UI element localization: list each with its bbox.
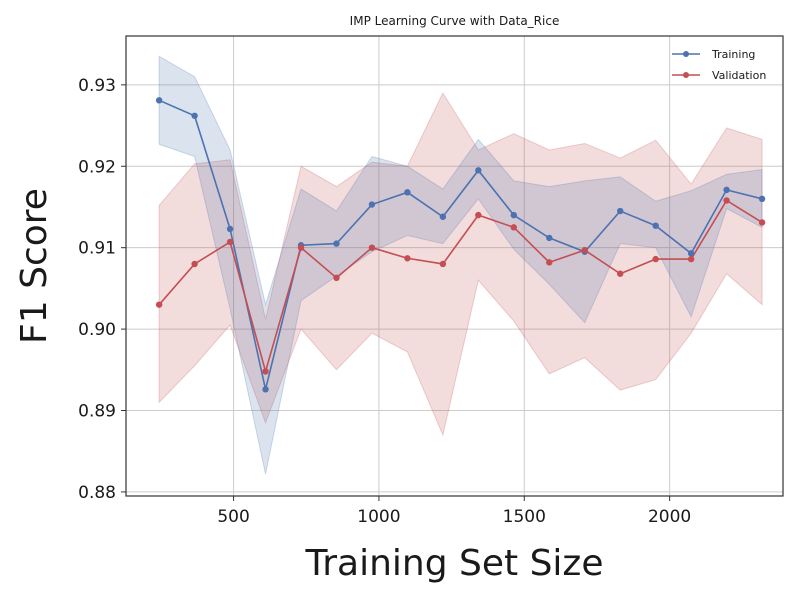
point-validation — [510, 224, 518, 231]
y-axis-label: F1 Score — [14, 188, 55, 344]
x-axis-label: Training Set Size — [305, 543, 604, 584]
point-validation — [191, 260, 198, 268]
legend-validation-marker — [683, 72, 689, 78]
axis-ticks: 500 1000 1500 2000 0.88 0.89 0.90 0.91 0.92 0.93 — [78, 76, 691, 527]
point-training — [652, 222, 659, 229]
point-training — [191, 112, 198, 119]
legend-training-marker — [683, 51, 689, 57]
line-validation — [158, 199, 763, 375]
band-validation — [158, 91, 763, 437]
point-validation — [368, 244, 376, 251]
point-validation — [404, 255, 411, 262]
plot-frame — [125, 35, 784, 497]
y-tick-label: 0.93 — [78, 76, 116, 96]
point-validation — [652, 255, 659, 263]
x-tick-label: 500 — [217, 507, 249, 527]
point-validation — [475, 211, 482, 219]
point-training — [368, 201, 376, 208]
point-training — [404, 189, 411, 196]
point-validation — [262, 368, 269, 375]
x-tick-label: 2000 — [648, 507, 691, 527]
y-tick-label: 0.92 — [78, 157, 116, 177]
y-tick-label: 0.89 — [78, 402, 116, 422]
point-validation — [581, 246, 588, 254]
point-training — [687, 250, 695, 257]
point-validation — [297, 244, 305, 251]
point-validation — [333, 274, 340, 282]
point-training — [439, 213, 447, 220]
legend: Training Validation — [672, 48, 766, 82]
legend-validation-label: Validation — [712, 69, 766, 82]
point-training — [546, 234, 553, 242]
y-tick-label: 0.88 — [78, 483, 116, 503]
point-validation — [687, 255, 695, 263]
point-validation — [439, 260, 447, 268]
series-lines — [158, 99, 763, 390]
y-tick-label: 0.91 — [78, 239, 116, 259]
point-validation — [226, 238, 234, 246]
legend-training-label: Training — [711, 48, 755, 61]
point-training — [510, 211, 518, 219]
point-training — [226, 225, 234, 233]
point-training — [333, 240, 340, 247]
point-training — [758, 195, 766, 203]
point-training — [475, 167, 482, 174]
point-validation — [617, 270, 624, 277]
x-tick-label: 1500 — [503, 507, 546, 527]
grid — [126, 36, 783, 496]
point-validation — [546, 259, 553, 266]
line-training — [158, 99, 763, 390]
y-tick-label: 0.90 — [78, 320, 116, 340]
chart-title: IMP Learning Curve with Data_Rice — [350, 14, 560, 28]
point-training — [155, 97, 163, 104]
series-points — [155, 97, 766, 393]
x-tick-label: 1000 — [357, 507, 400, 527]
point-validation — [155, 301, 163, 308]
point-validation — [758, 219, 766, 226]
point-training — [617, 207, 624, 215]
point-training — [262, 386, 269, 393]
point-validation — [723, 197, 730, 204]
point-training — [723, 186, 730, 194]
